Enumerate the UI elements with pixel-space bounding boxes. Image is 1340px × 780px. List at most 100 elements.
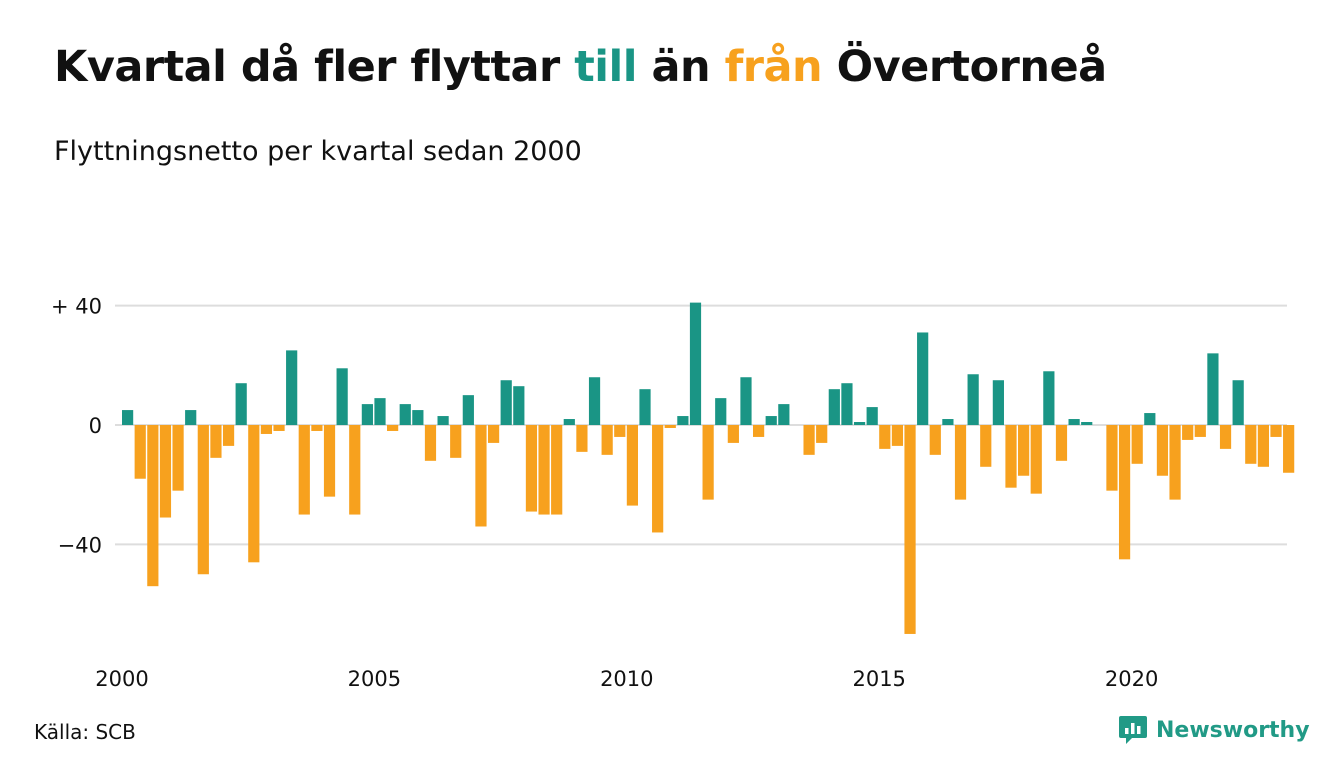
bar bbox=[841, 383, 853, 425]
bar bbox=[715, 398, 727, 425]
bar bbox=[437, 416, 449, 426]
bar bbox=[1207, 353, 1219, 425]
bar bbox=[677, 416, 689, 426]
bar bbox=[412, 410, 424, 425]
bar bbox=[1005, 425, 1017, 488]
title-part-1: Kvartal då fler flyttar bbox=[54, 42, 575, 92]
bar bbox=[614, 425, 626, 437]
bar bbox=[197, 425, 209, 575]
bar bbox=[147, 425, 159, 587]
bar bbox=[260, 425, 273, 434]
y-tick-label: −40 bbox=[58, 533, 102, 557]
bar bbox=[159, 425, 172, 518]
bar bbox=[273, 425, 285, 431]
bar bbox=[992, 380, 1004, 425]
bar bbox=[323, 425, 336, 497]
bar bbox=[349, 425, 361, 515]
bar bbox=[1144, 413, 1156, 425]
bar bbox=[298, 425, 310, 515]
bar bbox=[248, 425, 260, 563]
bar bbox=[954, 425, 967, 500]
title-part-5: Övertorneå bbox=[822, 42, 1108, 92]
bar bbox=[500, 380, 512, 425]
bar bbox=[866, 407, 878, 425]
bar bbox=[588, 377, 601, 425]
bar bbox=[727, 425, 739, 443]
bar bbox=[122, 410, 134, 425]
bar bbox=[563, 419, 575, 425]
bar bbox=[1232, 380, 1244, 425]
bar bbox=[626, 425, 638, 506]
x-tick-label: 2000 bbox=[95, 667, 148, 691]
bar bbox=[235, 383, 247, 425]
bar bbox=[424, 425, 437, 461]
bar bbox=[172, 425, 184, 491]
bar bbox=[576, 425, 588, 452]
bar bbox=[1257, 425, 1269, 467]
bar bbox=[1018, 425, 1030, 476]
bar bbox=[853, 422, 866, 425]
newsworthy-icon bbox=[1119, 716, 1147, 744]
brand-logo: Newsworthy bbox=[1118, 714, 1310, 746]
bar bbox=[222, 425, 235, 446]
bar bbox=[1270, 425, 1282, 437]
bar bbox=[525, 425, 538, 512]
bar bbox=[891, 425, 904, 446]
bar bbox=[1245, 425, 1257, 464]
title-fran-highlight: från bbox=[724, 42, 823, 92]
x-tick-label: 2015 bbox=[852, 667, 905, 691]
bar bbox=[1182, 425, 1194, 440]
bar bbox=[538, 425, 550, 515]
bar bbox=[803, 425, 815, 455]
bar bbox=[134, 425, 146, 479]
bar bbox=[361, 404, 373, 425]
bar bbox=[513, 386, 525, 425]
bar bbox=[286, 350, 298, 426]
x-tick-label: 2005 bbox=[348, 667, 401, 691]
bar bbox=[450, 425, 462, 458]
bar bbox=[765, 416, 777, 426]
bar bbox=[828, 389, 840, 425]
bar bbox=[487, 425, 500, 443]
bar bbox=[399, 404, 411, 425]
bar bbox=[311, 425, 323, 431]
bars bbox=[122, 302, 1295, 634]
x-axis-ticks: 2000 2005 2010 2015 2020 bbox=[95, 667, 1158, 691]
bar bbox=[374, 398, 386, 425]
bar bbox=[1283, 425, 1295, 473]
bar bbox=[664, 425, 676, 428]
bar bbox=[652, 425, 664, 533]
bar bbox=[1043, 371, 1055, 425]
bar bbox=[778, 404, 790, 425]
y-tick-label: + 40 bbox=[51, 295, 102, 319]
bar bbox=[462, 395, 474, 425]
bar bbox=[551, 425, 563, 515]
chart-title: Kvartal då fler flyttar till än från Öve… bbox=[54, 42, 1107, 92]
bar bbox=[1156, 425, 1169, 476]
bar bbox=[1219, 425, 1232, 449]
bar bbox=[1030, 425, 1042, 494]
bar bbox=[967, 374, 979, 425]
bar bbox=[689, 302, 702, 425]
bar bbox=[1106, 425, 1118, 491]
bar bbox=[702, 425, 714, 500]
bar bbox=[740, 377, 752, 425]
bar bbox=[639, 389, 651, 425]
bar bbox=[1118, 425, 1131, 560]
bar bbox=[1194, 425, 1206, 437]
bar bbox=[879, 425, 891, 449]
bar bbox=[1055, 425, 1068, 461]
bar bbox=[1081, 422, 1093, 425]
bar bbox=[475, 425, 487, 527]
bar bbox=[917, 332, 929, 425]
bar bbox=[980, 425, 992, 467]
bar bbox=[929, 425, 941, 455]
bar bbox=[1068, 419, 1080, 425]
x-tick-label: 2020 bbox=[1105, 667, 1158, 691]
title-till-highlight: till bbox=[574, 42, 637, 92]
bar bbox=[210, 425, 222, 458]
y-axis-ticks: + 40 0 −40 bbox=[51, 295, 102, 558]
bar bbox=[336, 368, 348, 425]
brand-name: Newsworthy bbox=[1156, 717, 1310, 743]
